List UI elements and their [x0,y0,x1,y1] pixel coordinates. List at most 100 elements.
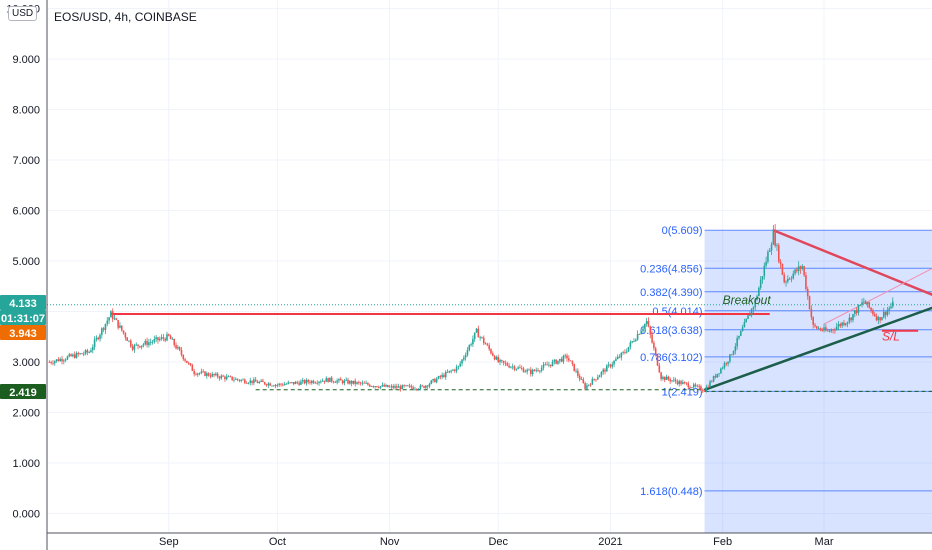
candle-body [524,371,527,373]
fibonacci-zone[interactable]: 0(5.609) 0.236(4.856) 0.382(4.390) 0.5(4.01… [640,225,932,534]
candle-body [320,381,322,383]
candle-body [466,349,469,356]
candle-body [417,388,420,390]
candle-body [826,330,829,332]
candle-body [504,362,507,364]
candle-body [356,382,358,384]
candle-body [863,301,865,303]
candle-body [90,350,92,353]
candle-body [166,334,168,341]
candle-body [573,363,576,372]
candle-body [321,380,324,382]
candle-body [488,345,490,350]
candle-body [873,314,876,316]
candle-body [137,344,139,347]
candle-body [81,353,83,355]
candle-body [857,304,860,313]
candle-body [718,373,720,375]
candle-body [256,381,259,384]
candle-body [741,327,744,332]
candle-body [533,369,536,371]
candle-body [482,337,485,344]
candle-body [515,368,518,370]
candle-body [211,373,214,377]
candle-body [397,386,400,388]
candle-body [828,331,831,332]
candle-body [714,376,717,378]
candle-body [549,364,552,366]
candle-body [102,328,105,330]
candle-body [835,326,838,330]
candle-body [535,370,538,372]
candle-body [747,315,749,319]
candle-body [280,383,282,385]
candle-body [814,324,816,327]
candle-body [606,365,608,372]
candle-body [224,376,226,380]
candle-body [55,359,58,362]
candle-body [204,371,206,377]
candle-body [303,380,306,384]
price-tag-label: 3.943 [9,328,37,340]
candle-body [839,324,842,326]
trendline-upper[interactable] [772,229,932,296]
y-tick-label: 5.000 [12,256,40,268]
candle-body [557,360,559,364]
candle-body [631,341,633,343]
price-axis[interactable]: 10.0009.0008.0007.0006.0005.0004.0003.00… [0,0,48,550]
candle-body [544,364,547,366]
candle-body [644,324,646,329]
candle-body [484,343,487,345]
candle-body [430,380,433,384]
candle-body [289,382,291,384]
candle-body [249,380,252,383]
currency-button[interactable]: USD [8,6,38,21]
candle-body [674,379,677,382]
candle-body [162,337,165,339]
candle-body [508,365,510,368]
drawing-lines[interactable] [47,229,932,392]
candle-body [881,317,883,321]
x-tick-label: Dec [488,536,508,548]
candle-body [52,362,54,364]
candle-body [361,382,364,384]
time-axis[interactable]: Sep Oct Nov Dec 2021 Feb Mar [47,532,932,548]
candle-body [783,274,786,283]
candle-body [759,279,762,288]
price-tag-bg [0,295,46,310]
candle-body [501,359,503,361]
x-tick-label: Feb [713,536,732,548]
candle-body [305,379,308,384]
candle-body [298,382,300,385]
candle-body [359,382,362,384]
candle-body [97,337,100,340]
trendline-lower[interactable] [704,306,932,391]
candle-body [767,251,769,262]
candle-body [448,370,451,373]
candle-body [475,328,478,333]
candle-body [101,328,103,335]
candle-body [153,339,156,342]
candle-body [723,363,726,368]
candle-body [558,358,561,361]
candle-body [149,342,152,343]
candle-body [453,369,456,371]
candle-body [93,339,96,347]
price-tag-bg [0,384,46,399]
candle-body [711,381,713,383]
candle-body [882,311,885,318]
channel-line[interactable] [823,268,932,325]
candle-body [379,386,382,388]
candle-body [676,381,679,385]
candle-body [180,350,183,355]
candle-body [577,370,579,376]
candle-body [292,382,295,385]
candle-body [602,369,605,372]
candle-body [157,337,159,341]
candle-body [222,375,224,377]
candle-body [781,263,784,275]
candle-body [566,355,568,359]
candle-body [70,354,72,357]
